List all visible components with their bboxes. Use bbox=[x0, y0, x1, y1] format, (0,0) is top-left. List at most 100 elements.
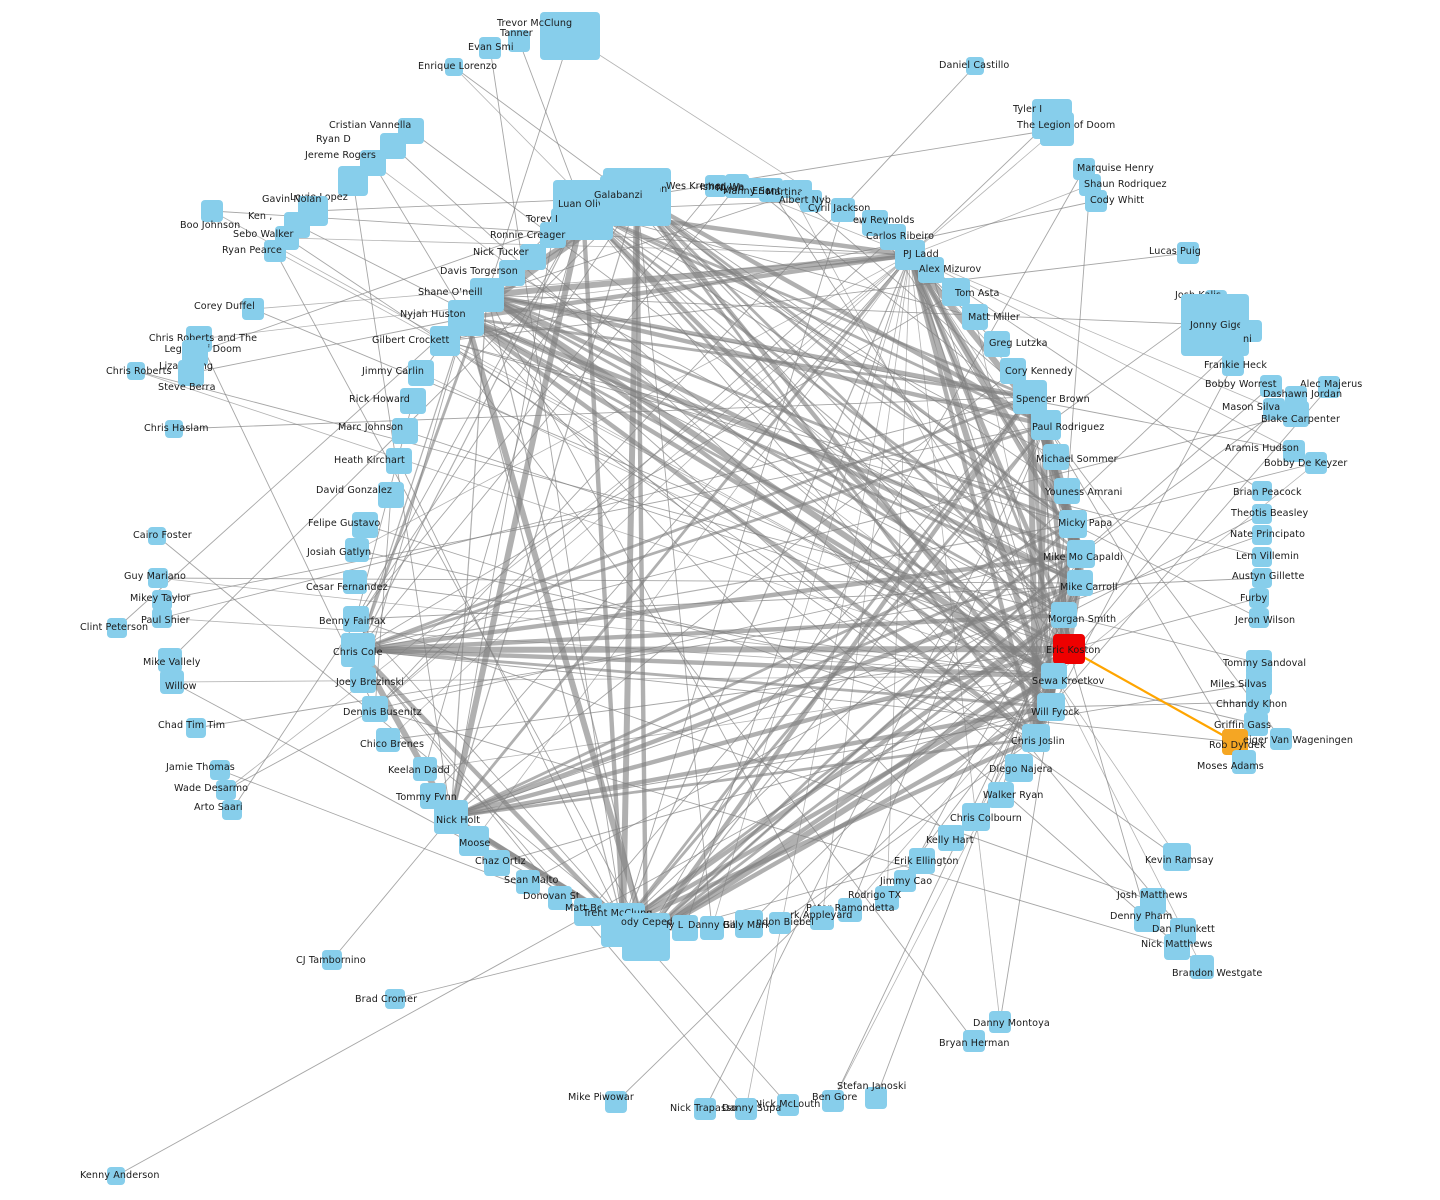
graph-node-mike-mo-capaldi[interactable] bbox=[1067, 540, 1095, 568]
graph-node-lem-villemin[interactable] bbox=[1252, 547, 1272, 567]
graph-node-lucas-puig[interactable] bbox=[1177, 242, 1199, 264]
graph-node-donovan-st[interactable] bbox=[548, 886, 572, 910]
graph-node-felipe-gustavo[interactable] bbox=[352, 512, 378, 538]
graph-node-spencer-brown[interactable] bbox=[1013, 380, 1047, 414]
graph-node-nick-mclouth[interactable] bbox=[777, 1094, 799, 1116]
graph-node-boo-johnson[interactable] bbox=[201, 200, 223, 222]
graph-node-nick-matthews[interactable] bbox=[1164, 934, 1190, 960]
graph-node-billy-marks[interactable] bbox=[735, 910, 763, 938]
graph-node-chris-cole[interactable] bbox=[341, 633, 375, 667]
graph-node-brandon-biebel[interactable] bbox=[769, 912, 791, 934]
graph-node-geiger-van-wageningen[interactable] bbox=[1270, 728, 1292, 750]
graph-node-nick-trapasso[interactable] bbox=[694, 1098, 716, 1120]
graph-node-theotis-beasley[interactable] bbox=[1252, 504, 1272, 524]
graph-node-matt-berger[interactable] bbox=[574, 898, 602, 926]
graph-node-matt-miller[interactable] bbox=[962, 304, 988, 330]
graph-node-sean-malto[interactable] bbox=[516, 870, 540, 894]
graph-node-furby[interactable] bbox=[1249, 588, 1269, 608]
graph-node-cairo-foster[interactable] bbox=[148, 527, 166, 545]
graph-node-willow[interactable] bbox=[160, 670, 184, 694]
graph-node-chaz-ortiz[interactable] bbox=[484, 850, 510, 876]
graph-node-aramis-hudson[interactable] bbox=[1283, 440, 1305, 462]
graph-node-armani[interactable] bbox=[1240, 320, 1262, 342]
graph-node-kevin-ramsay[interactable] bbox=[1163, 843, 1191, 871]
graph-node-denny-pham[interactable] bbox=[1134, 906, 1160, 932]
graph-node-enrique-lorenzo[interactable] bbox=[445, 58, 463, 76]
graph-node-michael-sommer[interactable] bbox=[1043, 444, 1069, 470]
graph-node-rick-howard[interactable] bbox=[400, 388, 426, 414]
graph-node-mason-silva[interactable] bbox=[1263, 398, 1285, 420]
graph-node-griffin-gass[interactable] bbox=[1244, 712, 1268, 736]
graph-node-brandon-westgate[interactable] bbox=[1190, 955, 1214, 979]
graph-node-dennis-busenitz[interactable] bbox=[362, 696, 388, 722]
graph-node-zalabanzi[interactable] bbox=[600, 175, 660, 225]
graph-node-tanner[interactable] bbox=[508, 30, 530, 52]
graph-node-stefan-janoski[interactable] bbox=[865, 1087, 887, 1109]
graph-node-danny-montoya[interactable] bbox=[989, 1011, 1011, 1033]
graph-node-youness-amrani[interactable] bbox=[1054, 478, 1080, 504]
graph-node-chris-haslam[interactable] bbox=[165, 420, 183, 438]
graph-node-mike-carroll[interactable] bbox=[1067, 570, 1093, 596]
graph-node-chris-colbourn[interactable] bbox=[962, 803, 990, 831]
graph-node-mike-vallely[interactable] bbox=[158, 648, 182, 672]
graph-node-brad-cromer[interactable] bbox=[385, 989, 405, 1009]
graph-node-alex-mizurov[interactable] bbox=[918, 257, 944, 283]
graph-node-gilbert-crockett[interactable] bbox=[430, 326, 460, 356]
graph-node-moses-adams[interactable] bbox=[1232, 750, 1256, 774]
graph-node-danny-supa[interactable] bbox=[735, 1098, 757, 1120]
graph-node-chad-tim-tim[interactable] bbox=[186, 718, 206, 738]
graph-node-kelly-hart[interactable] bbox=[938, 825, 964, 851]
graph-node-mikey-taylor[interactable] bbox=[152, 590, 172, 610]
graph-node-sewa-kroetkov[interactable] bbox=[1041, 663, 1067, 689]
graph-node-trevor-mcclung[interactable] bbox=[540, 12, 600, 60]
graph-node-jonny-giger[interactable] bbox=[1181, 294, 1249, 356]
graph-node-morgan-smith[interactable] bbox=[1051, 602, 1077, 628]
graph-node-cesar-fernandez[interactable] bbox=[343, 570, 367, 594]
graph-node-josiah-gatlyn[interactable] bbox=[345, 538, 369, 562]
graph-node-peter-ramondetta[interactable] bbox=[838, 898, 862, 922]
graph-node-heath-kirchart[interactable] bbox=[386, 448, 412, 474]
graph-node-nate-principato[interactable] bbox=[1252, 525, 1272, 545]
graph-node-erik-ellington[interactable] bbox=[909, 848, 935, 874]
graph-node-cody-cepeda[interactable] bbox=[622, 913, 670, 961]
graph-node-cyril-jackson[interactable] bbox=[831, 198, 855, 222]
graph-node-chhandy-khon[interactable] bbox=[1246, 690, 1270, 714]
graph-node-daniel-castillo[interactable] bbox=[966, 57, 984, 75]
graph-node-guy-mariano[interactable] bbox=[148, 568, 168, 588]
graph-node-greg-lutzka[interactable] bbox=[984, 331, 1010, 357]
graph-node-steve-berra[interactable] bbox=[178, 360, 204, 386]
graph-node-alec-majerus[interactable] bbox=[1318, 376, 1340, 398]
graph-node-jimmy-cao[interactable] bbox=[894, 870, 916, 892]
graph-node-wes-kremer[interactable] bbox=[705, 175, 727, 197]
graph-node-danny-garcia[interactable] bbox=[700, 916, 724, 940]
graph-node-evan-smith[interactable] bbox=[479, 37, 501, 59]
graph-node-clint-peterson[interactable] bbox=[107, 618, 127, 638]
graph-node-jimmy-carlin[interactable] bbox=[408, 360, 434, 386]
graph-node-arto-saari[interactable] bbox=[222, 800, 242, 820]
graph-node-legion-of-doom[interactable] bbox=[1040, 112, 1074, 146]
graph-node-ben-gore[interactable] bbox=[822, 1090, 844, 1112]
graph-node-chris-joslin[interactable] bbox=[1022, 724, 1050, 752]
graph-node-marc-johnson[interactable] bbox=[392, 418, 418, 444]
graph-node-bryan-herman[interactable] bbox=[963, 1030, 985, 1052]
graph-node-micky-papa[interactable] bbox=[1059, 510, 1087, 538]
graph-node-manny-santiago[interactable] bbox=[759, 178, 783, 202]
graph-node-kenny-anderson[interactable] bbox=[107, 1167, 125, 1185]
graph-node-eric-koston[interactable] bbox=[1053, 634, 1085, 664]
graph-node-wade-desarmo[interactable] bbox=[216, 780, 236, 800]
graph-node-mark-appleyard[interactable] bbox=[810, 906, 834, 930]
graph-node-paul-shier[interactable] bbox=[152, 608, 172, 628]
graph-node-cj-tambornino[interactable] bbox=[322, 950, 342, 970]
graph-node-david-gonzalez[interactable] bbox=[378, 482, 404, 508]
graph-node-tom-asta[interactable] bbox=[942, 278, 970, 306]
graph-node-cory-kennedy[interactable] bbox=[1000, 358, 1026, 384]
graph-node-chico-brenes[interactable] bbox=[376, 728, 400, 752]
graph-node-will-fyock[interactable] bbox=[1037, 693, 1065, 721]
graph-node-albert-nyberg[interactable] bbox=[800, 190, 822, 212]
graph-node-keelan-dadd[interactable] bbox=[413, 757, 437, 781]
graph-node-rodrigo-tx[interactable] bbox=[875, 886, 899, 910]
graph-node-cody-whitt[interactable] bbox=[1085, 190, 1107, 212]
graph-node-ronnie-creager[interactable] bbox=[540, 222, 566, 248]
graph-node-walker-ryan[interactable] bbox=[988, 782, 1014, 808]
